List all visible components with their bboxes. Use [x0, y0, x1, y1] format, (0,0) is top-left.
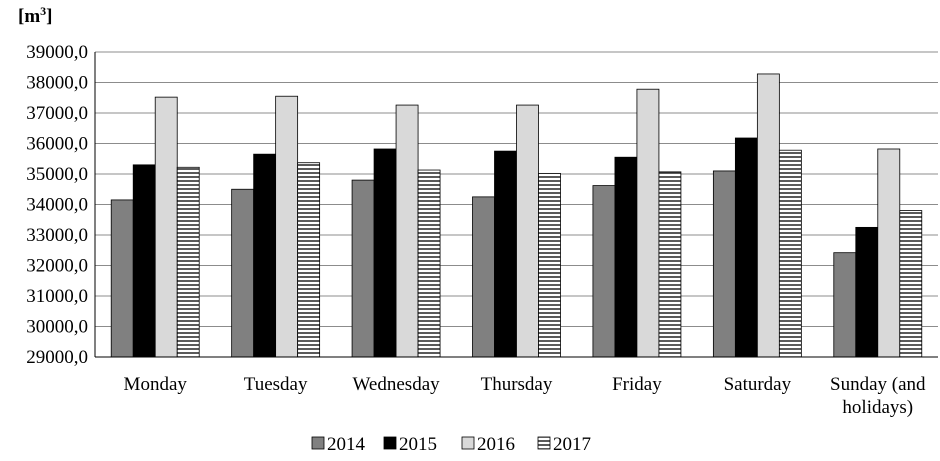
legend-label-2016: 2016 — [477, 434, 515, 455]
y-axis-unit-label: [m3] — [18, 4, 52, 27]
y-tick-label: 29000,0 — [26, 347, 88, 368]
x-category-label: Friday — [612, 374, 662, 395]
bar-2016 — [877, 148, 901, 358]
legend-swatch-2017 — [537, 436, 551, 450]
bar-2016 — [756, 73, 780, 358]
y-tick-label: 34000,0 — [26, 195, 88, 216]
legend-swatch-2015 — [383, 436, 397, 450]
y-tick-label: 39000,0 — [26, 42, 88, 63]
y-tick-label: 36000,0 — [26, 134, 88, 155]
bar-2014 — [110, 199, 134, 358]
bar-2016 — [154, 96, 178, 358]
bar-2016 — [516, 104, 539, 358]
y-tick-label: 37000,0 — [26, 103, 88, 124]
x-category-label: holidays) — [842, 397, 913, 418]
y-tick-label: 31000,0 — [26, 286, 88, 307]
legend-swatch-2016 — [461, 436, 475, 450]
legend-label-2017: 2017 — [553, 434, 591, 455]
x-axis-categories: Monday Tuesday Wednesday Thursday Friday Satu… — [124, 374, 926, 418]
bar-2015 — [855, 226, 879, 358]
bar-2014 — [712, 170, 736, 358]
y-tick-label: 33000,0 — [26, 225, 88, 246]
x-category-label: Sunday (and — [830, 374, 926, 395]
bar-2015 — [614, 156, 638, 358]
x-category-label: Monday — [124, 374, 188, 395]
axes — [94, 52, 938, 358]
bar-2017 — [658, 171, 682, 358]
y-axis-ticks: 29000,0 30000,0 31000,0 32000,0 33000,0 34000… — [26, 42, 88, 368]
bar-2017 — [899, 210, 923, 358]
bar-2015 — [734, 137, 758, 358]
bars — [110, 73, 923, 358]
bar-2014 — [231, 188, 255, 358]
bar-2015 — [132, 164, 156, 358]
legend-label-2014: 2014 — [327, 434, 366, 455]
bar-2016 — [275, 95, 299, 358]
bar-2015 — [253, 153, 277, 358]
bar-2014 — [472, 196, 495, 358]
x-category-label: Thursday — [481, 374, 553, 395]
bar-2014 — [351, 179, 375, 358]
bar-2014 — [592, 185, 616, 358]
y-tick-label: 32000,0 — [26, 256, 88, 277]
x-category-label: Tuesday — [244, 374, 308, 395]
bar-2017 — [297, 162, 321, 358]
bar-2017 — [778, 149, 802, 358]
legend: 2014 2015 2016 2017 — [311, 434, 591, 455]
bar-2017 — [176, 166, 200, 358]
bar-2017 — [417, 169, 441, 358]
bar-2015 — [373, 148, 397, 358]
bar-2017 — [538, 172, 561, 358]
legend-swatch-2014 — [311, 436, 325, 450]
y-tick-label: 30000,0 — [26, 317, 88, 338]
legend-label-2015: 2015 — [399, 434, 437, 455]
x-category-label: Wednesday — [353, 374, 441, 395]
x-category-label: Saturday — [724, 374, 792, 395]
bar-2014 — [833, 252, 857, 358]
y-tick-label: 35000,0 — [26, 164, 88, 185]
bar-2015 — [494, 150, 517, 358]
bar-2016 — [636, 88, 660, 358]
bar-2016 — [395, 104, 419, 358]
y-tick-label: 38000,0 — [26, 73, 88, 94]
